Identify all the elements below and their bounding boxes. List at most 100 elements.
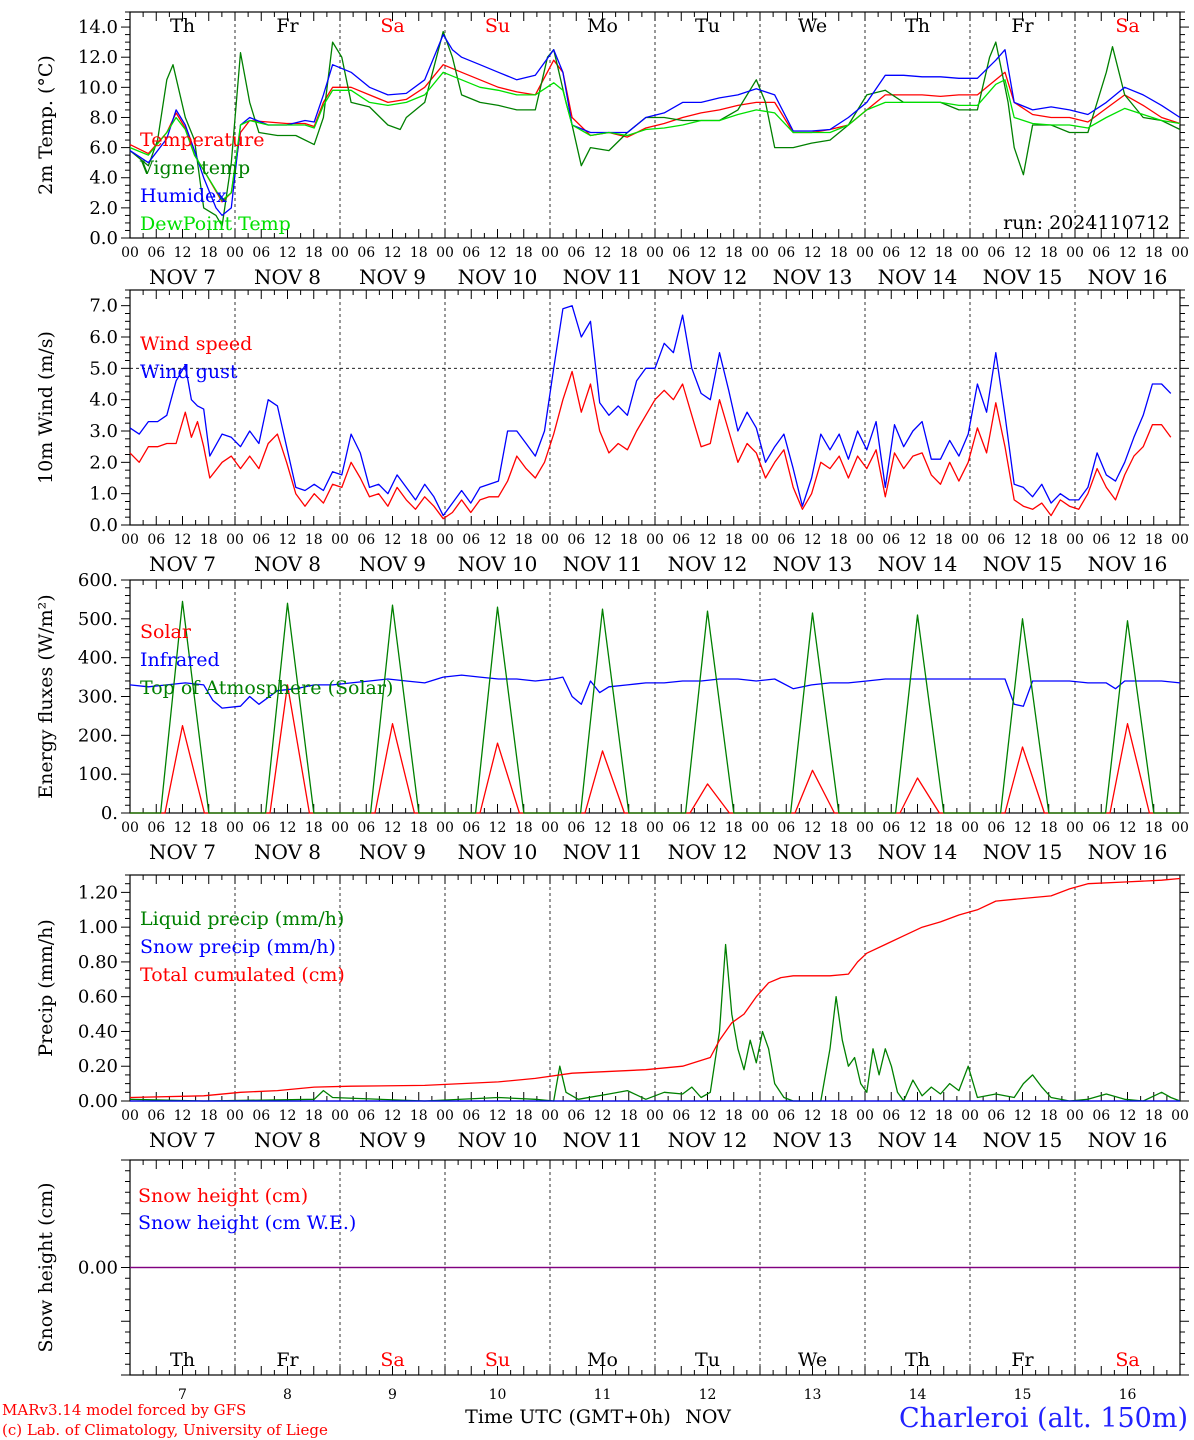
legend-dewpoint: DewPoint Temp bbox=[140, 213, 291, 235]
x-hour-label: 00 bbox=[961, 1108, 979, 1124]
day-name-label: Fr bbox=[276, 15, 299, 37]
legend-toa: Top of Atmosphere (Solar) bbox=[140, 677, 393, 699]
day-number-label: 12 bbox=[699, 1387, 717, 1403]
x-hour-label: 06 bbox=[147, 1108, 165, 1124]
day-name-label: Tu bbox=[695, 1349, 720, 1371]
x-hour-label: 06 bbox=[147, 245, 165, 261]
series-line bbox=[129, 30, 1181, 227]
x-hour-label: 12 bbox=[909, 820, 927, 836]
x-hour-label: 06 bbox=[462, 245, 480, 261]
x-hour-label: 18 bbox=[935, 1108, 953, 1124]
y-tick-label: 0.60 bbox=[78, 987, 118, 1008]
x-hour-label: 00 bbox=[1171, 1108, 1189, 1124]
x-hour-label: 00 bbox=[436, 820, 454, 836]
legend-snow-height-we: Snow height (cm W.E.) bbox=[138, 1212, 356, 1234]
x-hour-label: 18 bbox=[725, 820, 743, 836]
snow-legend: Snow height (cm) Snow height (cm W.E.) bbox=[138, 1185, 356, 1234]
y-tick-label: 200. bbox=[78, 725, 118, 746]
y-tick-label: 5.0 bbox=[89, 358, 118, 379]
x-hour-label: 18 bbox=[305, 532, 323, 548]
y-axis-title: Snow height (cm) bbox=[35, 1182, 57, 1352]
x-hour-label: 12 bbox=[699, 245, 717, 261]
series-line bbox=[130, 600, 1180, 814]
x-hour-label: 12 bbox=[384, 820, 402, 836]
x-hour-label: 00 bbox=[646, 532, 664, 548]
run-label: run: 2024110712 bbox=[1003, 212, 1170, 234]
x-date-label: NOV 15 bbox=[983, 1128, 1063, 1152]
x-hour-label: 18 bbox=[1040, 245, 1058, 261]
day-name-label: Su bbox=[485, 15, 510, 37]
day-number-label: 13 bbox=[804, 1387, 822, 1403]
x-hour-label: 06 bbox=[882, 532, 900, 548]
y-tick-label: 1.20 bbox=[78, 882, 118, 903]
y-tick-label: 0.0 bbox=[89, 515, 118, 536]
x-hour-label: 12 bbox=[1119, 245, 1137, 261]
x-hour-label: 06 bbox=[252, 820, 270, 836]
x-hour-label: 18 bbox=[620, 245, 638, 261]
x-hour-label: 18 bbox=[515, 820, 533, 836]
month-label: NOV bbox=[685, 1406, 731, 1428]
x-hour-label: 00 bbox=[436, 1108, 454, 1124]
x-hour-label: 12 bbox=[1014, 1108, 1032, 1124]
x-date-label: NOV 8 bbox=[254, 840, 321, 864]
temperature-legend: Temperature Vigne temp Humidex DewPoint … bbox=[139, 129, 291, 235]
x-date-label: NOV 16 bbox=[1088, 1128, 1168, 1152]
x-date-label: NOV 13 bbox=[773, 840, 853, 864]
x-hour-label: 00 bbox=[331, 820, 349, 836]
x-hour-label: 06 bbox=[987, 532, 1005, 548]
x-date-label: NOV 12 bbox=[668, 840, 748, 864]
x-hour-label: 18 bbox=[515, 532, 533, 548]
x-hour-label: 12 bbox=[489, 820, 507, 836]
x-hour-label: 18 bbox=[1145, 245, 1163, 261]
x-date-label: NOV 14 bbox=[878, 840, 958, 864]
y-tick-label: 0.00 bbox=[78, 1091, 118, 1112]
x-hour-label: 12 bbox=[174, 1108, 192, 1124]
x-hour-label: 12 bbox=[489, 1108, 507, 1124]
x-hour-label: 06 bbox=[882, 245, 900, 261]
x-date-label: NOV 13 bbox=[773, 1128, 853, 1152]
x-date-label: NOV 8 bbox=[254, 552, 321, 576]
x-hour-label: 00 bbox=[1171, 820, 1189, 836]
temperature-panel: run: 2024110712 0.0 2.0 4.0 6.0 8.0 10.0 12.0 1… bbox=[35, 11, 1189, 289]
x-hour-label: 18 bbox=[200, 532, 218, 548]
x-hour-label: 00 bbox=[331, 1108, 349, 1124]
y-tick-label: 0.0 bbox=[89, 228, 118, 249]
x-hour-label: 18 bbox=[830, 820, 848, 836]
x-hour-label: 06 bbox=[777, 820, 795, 836]
y-tick-label: 6.0 bbox=[89, 138, 118, 159]
day-name-label: Fr bbox=[1011, 15, 1034, 37]
x-hour-label: 00 bbox=[646, 1108, 664, 1124]
y-tick-label: 400. bbox=[78, 648, 118, 669]
x-hour-label: 18 bbox=[1145, 820, 1163, 836]
footer: MARv3.14 model forced by GFS (c) Lab. of… bbox=[2, 1401, 1188, 1439]
x-hour-label: 12 bbox=[384, 245, 402, 261]
x-hour-label: 12 bbox=[1119, 532, 1137, 548]
x-date-label: NOV 7 bbox=[149, 840, 216, 864]
x-hour-label: 12 bbox=[699, 532, 717, 548]
y-tick-label: 0.20 bbox=[78, 1056, 118, 1077]
y-tick-label: 100. bbox=[78, 764, 118, 785]
credit-label: (c) Lab. of Climatology, University of L… bbox=[2, 1421, 328, 1439]
x-hour-label: 00 bbox=[1066, 532, 1084, 548]
legend-snow-precip: Snow precip (mm/h) bbox=[140, 936, 336, 958]
x-hour-label: 00 bbox=[1066, 1108, 1084, 1124]
x-hour-label: 18 bbox=[200, 820, 218, 836]
series-group bbox=[129, 305, 1172, 520]
day-name-label: Th bbox=[905, 15, 930, 37]
x-date-label: NOV 14 bbox=[878, 552, 958, 576]
x-date-label: NOV 16 bbox=[1088, 840, 1168, 864]
day-name-label: Sa bbox=[380, 15, 404, 37]
x-hour-label: 18 bbox=[725, 1108, 743, 1124]
day-name-label: We bbox=[798, 15, 827, 37]
day-number-label: 15 bbox=[1014, 1387, 1032, 1403]
x-hour-label: 18 bbox=[725, 532, 743, 548]
x-hour-label: 00 bbox=[1171, 245, 1189, 261]
day-number-label: 14 bbox=[909, 1387, 927, 1403]
x-hour-label: 06 bbox=[1092, 245, 1110, 261]
y-tick-label: 0.40 bbox=[78, 1021, 118, 1042]
x-hour-label: 00 bbox=[541, 245, 559, 261]
legend-wind-speed: Wind speed bbox=[140, 333, 252, 355]
x-hour-label: 12 bbox=[909, 532, 927, 548]
x-hour-label: 18 bbox=[1040, 532, 1058, 548]
